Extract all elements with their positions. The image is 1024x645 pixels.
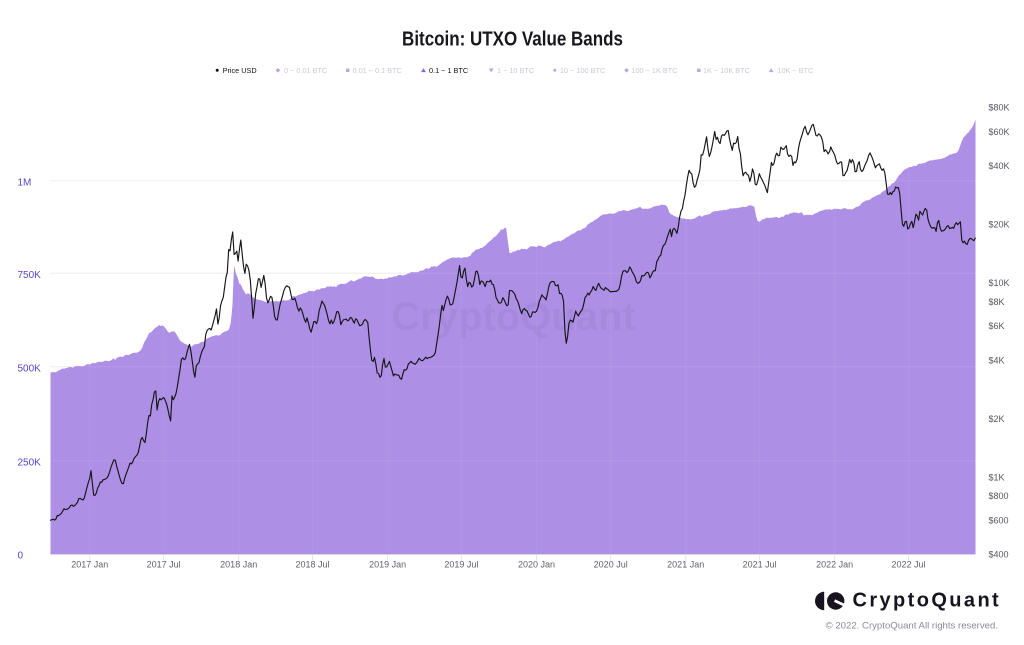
svg-text:$60K: $60K xyxy=(989,127,1010,137)
svg-text:2022 Jul: 2022 Jul xyxy=(891,559,925,569)
svg-text:2017 Jul: 2017 Jul xyxy=(147,559,181,569)
svg-text:1K ~ 10K BTC: 1K ~ 10K BTC xyxy=(703,66,750,75)
svg-text:100 ~ 1K BTC: 100 ~ 1K BTC xyxy=(631,66,677,75)
svg-text:10K ~ BTC: 10K ~ BTC xyxy=(777,66,813,75)
svg-text:2019 Jul: 2019 Jul xyxy=(444,559,478,569)
svg-text:CryptoQuant: CryptoQuant xyxy=(391,295,635,339)
svg-text:$800: $800 xyxy=(989,491,1009,501)
svg-text:10 ~ 100 BTC: 10 ~ 100 BTC xyxy=(560,66,605,75)
svg-text:$2K: $2K xyxy=(989,414,1005,424)
svg-text:2017 Jan: 2017 Jan xyxy=(71,559,108,569)
svg-text:2020 Jul: 2020 Jul xyxy=(594,559,628,569)
svg-text:$600: $600 xyxy=(989,515,1009,525)
svg-text:$10K: $10K xyxy=(989,278,1010,288)
svg-text:$6K: $6K xyxy=(989,321,1005,331)
svg-text:$80K: $80K xyxy=(989,103,1010,113)
svg-text:2021 Jan: 2021 Jan xyxy=(667,559,704,569)
svg-text:1 ~ 10 BTC: 1 ~ 10 BTC xyxy=(497,66,534,75)
svg-text:2019 Jan: 2019 Jan xyxy=(369,559,406,569)
svg-text:2018 Jan: 2018 Jan xyxy=(220,559,257,569)
svg-text:$1K: $1K xyxy=(989,472,1005,482)
svg-text:0: 0 xyxy=(18,551,24,562)
svg-text:2018 Jul: 2018 Jul xyxy=(295,559,329,569)
svg-text:$400: $400 xyxy=(989,550,1009,560)
svg-text:0.01 ~ 0.1 BTC: 0.01 ~ 0.1 BTC xyxy=(353,66,402,75)
svg-text:CryptoQuant: CryptoQuant xyxy=(853,590,1002,612)
svg-text:2022 Jan: 2022 Jan xyxy=(816,559,853,569)
svg-text:500K: 500K xyxy=(18,363,42,374)
svg-text:0 ~ 0.01 BTC: 0 ~ 0.01 BTC xyxy=(284,66,327,75)
svg-text:Bitcoin: UTXO Value Bands: Bitcoin: UTXO Value Bands xyxy=(402,27,623,50)
svg-text:250K: 250K xyxy=(18,457,42,468)
svg-text:2021 Jul: 2021 Jul xyxy=(743,559,777,569)
svg-text:750K: 750K xyxy=(18,270,42,281)
svg-text:$4K: $4K xyxy=(989,355,1005,365)
svg-text:Price USD: Price USD xyxy=(223,66,257,75)
svg-text:0.1 ~ 1 BTC: 0.1 ~ 1 BTC xyxy=(429,66,468,75)
svg-text:$40K: $40K xyxy=(989,161,1010,171)
svg-text:© 2022. CryptoQuant All rights: © 2022. CryptoQuant All rights reserved. xyxy=(826,620,998,631)
svg-text:$8K: $8K xyxy=(989,297,1005,307)
svg-text:1M: 1M xyxy=(18,177,32,188)
svg-text:2020 Jan: 2020 Jan xyxy=(518,559,555,569)
svg-text:$20K: $20K xyxy=(989,220,1010,230)
